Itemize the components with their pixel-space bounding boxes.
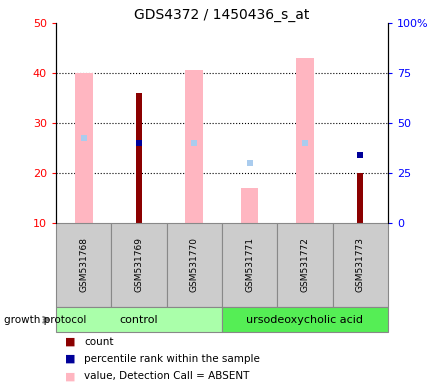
Text: count: count — [84, 337, 113, 347]
Bar — [185, 71, 203, 223]
Bar — [221, 223, 276, 307]
Bar — [111, 223, 166, 307]
Text: GSM531769: GSM531769 — [134, 237, 143, 293]
Text: GSM531768: GSM531768 — [79, 237, 88, 293]
Bar — [136, 93, 141, 223]
Text: ■: ■ — [64, 354, 75, 364]
Text: percentile rank within the sample: percentile rank within the sample — [84, 354, 259, 364]
Bar — [166, 223, 221, 307]
Text: ursodeoxycholic acid: ursodeoxycholic acid — [246, 314, 362, 325]
Bar — [332, 223, 387, 307]
Bar — [295, 58, 313, 223]
Bar — [56, 223, 111, 307]
Text: GSM531771: GSM531771 — [245, 237, 254, 293]
Bar — [75, 73, 92, 223]
Text: GSM531772: GSM531772 — [300, 238, 309, 292]
Title: GDS4372 / 1450436_s_at: GDS4372 / 1450436_s_at — [134, 8, 309, 22]
Text: GSM531773: GSM531773 — [355, 237, 364, 293]
Text: value, Detection Call = ABSENT: value, Detection Call = ABSENT — [84, 371, 249, 381]
Text: growth protocol: growth protocol — [4, 314, 86, 325]
Text: ■: ■ — [64, 371, 75, 381]
Bar — [240, 188, 258, 223]
Bar — [356, 173, 362, 223]
Text: control: control — [120, 314, 158, 325]
Text: GSM531770: GSM531770 — [189, 237, 198, 293]
Bar — [221, 307, 387, 332]
Bar — [276, 223, 332, 307]
Bar — [56, 307, 221, 332]
Text: ■: ■ — [64, 337, 75, 347]
